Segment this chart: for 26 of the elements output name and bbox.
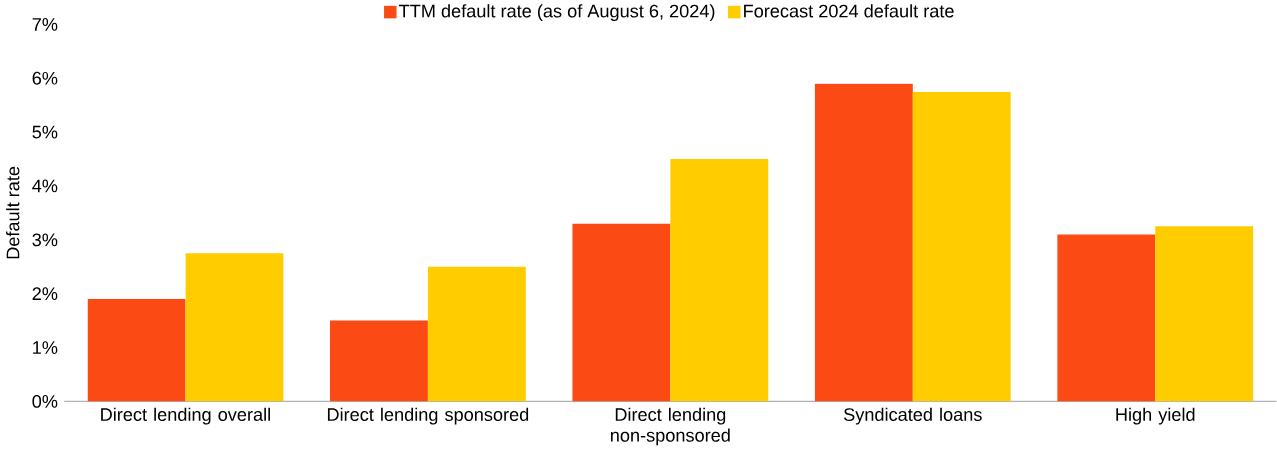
x-tick-label: Direct lending non-sponsored bbox=[610, 407, 730, 446]
bar bbox=[1155, 226, 1254, 402]
y-tick-label: 2% bbox=[32, 287, 58, 300]
y-axis-title: Default rate bbox=[6, 166, 20, 259]
y-tick-label: 6% bbox=[32, 71, 58, 85]
bar bbox=[87, 298, 186, 402]
x-tick-label: Syndicated loans bbox=[843, 407, 982, 425]
legend-label: Forecast 2024 default rate bbox=[744, 3, 954, 18]
y-tick-label: 5% bbox=[32, 125, 58, 139]
bar bbox=[427, 266, 526, 402]
y-tick-label: 1% bbox=[33, 340, 58, 354]
legend-label: TTM default rate (as of August 6, 2024) bbox=[399, 3, 715, 21]
bar bbox=[572, 223, 671, 402]
bar bbox=[1057, 234, 1156, 402]
bar bbox=[814, 83, 913, 402]
y-tick-label: 3% bbox=[32, 233, 58, 247]
bar bbox=[330, 320, 428, 402]
x-tick-label: Direct lending overall bbox=[101, 407, 270, 425]
bar bbox=[185, 253, 284, 402]
bar bbox=[912, 91, 1011, 402]
y-tick-label: 7% bbox=[32, 17, 58, 31]
x-tick-label: High yield bbox=[1116, 407, 1195, 425]
bar bbox=[670, 158, 769, 402]
y-tick-label: 0% bbox=[32, 394, 58, 408]
x-tick-label: Direct lending sponsored bbox=[327, 407, 529, 425]
y-tick-label: 4% bbox=[32, 179, 58, 193]
